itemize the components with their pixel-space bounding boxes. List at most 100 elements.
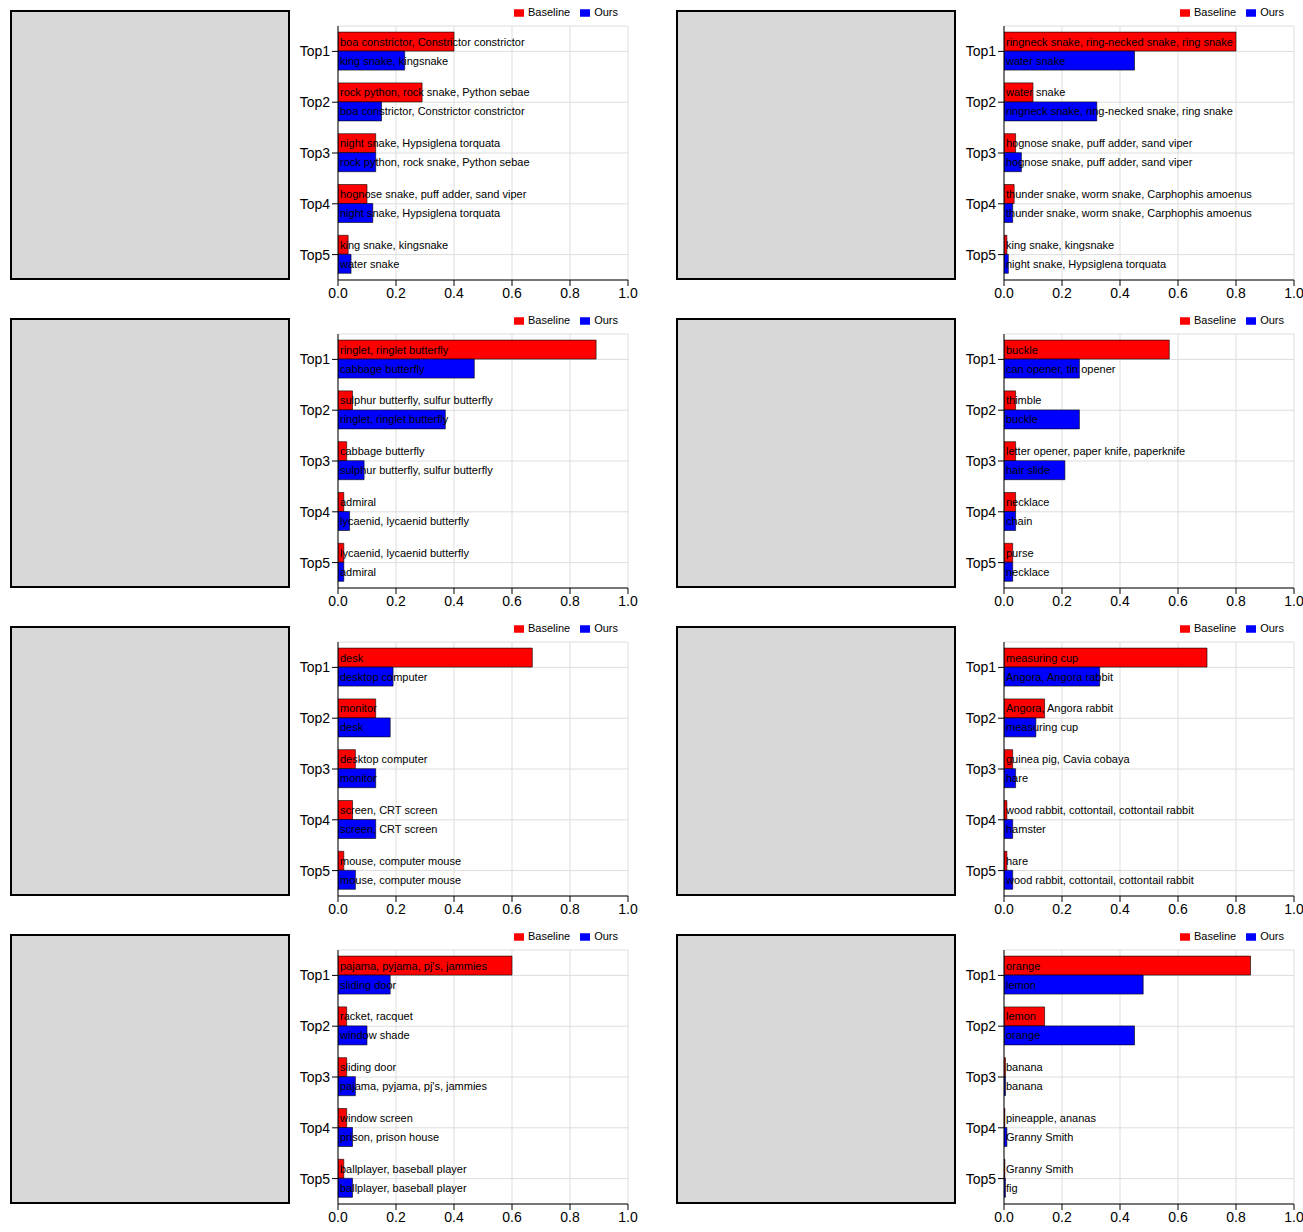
svg-text:Top1: Top1	[966, 43, 997, 59]
svg-text:0.2: 0.2	[386, 285, 406, 301]
svg-text:0.8: 0.8	[560, 1209, 580, 1225]
svg-text:buckle: buckle	[1006, 344, 1038, 356]
svg-text:Top4: Top4	[300, 812, 331, 828]
svg-text:screen, CRT screen: screen, CRT screen	[340, 804, 437, 816]
svg-text:necklace: necklace	[1006, 566, 1049, 578]
svg-text:cabbage butterfly: cabbage butterfly	[340, 445, 425, 457]
svg-text:admiral: admiral	[340, 566, 376, 578]
svg-text:Top2: Top2	[966, 402, 997, 418]
svg-text:0.2: 0.2	[1052, 1209, 1072, 1225]
svg-text:0.0: 0.0	[328, 901, 348, 917]
svg-text:king snake, kingsnake: king snake, kingsnake	[1006, 239, 1114, 251]
svg-text:Top5: Top5	[300, 1171, 331, 1187]
svg-text:ringneck snake, ring-necked sn: ringneck snake, ring-necked snake, ring …	[1006, 105, 1233, 117]
svg-text:Top3: Top3	[966, 1069, 997, 1085]
svg-text:1.0: 1.0	[1284, 1209, 1303, 1225]
svg-text:Top3: Top3	[300, 1069, 331, 1085]
svg-text:sliding door: sliding door	[340, 979, 397, 991]
svg-text:0.6: 0.6	[1168, 593, 1188, 609]
svg-text:thimble: thimble	[1006, 394, 1041, 406]
svg-text:0.8: 0.8	[1226, 285, 1246, 301]
svg-text:Top2: Top2	[966, 94, 997, 110]
svg-text:sulphur butterfly, sulfur butt: sulphur butterfly, sulfur butterfly	[340, 464, 493, 476]
svg-text:Top1: Top1	[300, 967, 331, 983]
svg-text:0.8: 0.8	[560, 901, 580, 917]
svg-text:1.0: 1.0	[1284, 901, 1303, 917]
svg-text:0.8: 0.8	[1226, 901, 1246, 917]
svg-text:ballplayer, baseball player: ballplayer, baseball player	[340, 1163, 467, 1175]
svg-text:hognose snake, puff adder, san: hognose snake, puff adder, sand viper	[1006, 137, 1193, 149]
svg-text:0.4: 0.4	[1110, 593, 1130, 609]
svg-text:Top3: Top3	[300, 145, 331, 161]
svg-text:fig: fig	[1006, 1182, 1018, 1194]
svg-text:admiral: admiral	[340, 496, 376, 508]
svg-text:Top2: Top2	[300, 402, 331, 418]
svg-text:1.0: 1.0	[618, 901, 638, 917]
svg-text:night snake, Hypsiglena torqua: night snake, Hypsiglena torquata	[340, 137, 501, 149]
svg-text:0.6: 0.6	[1168, 285, 1188, 301]
svg-text:Top4: Top4	[300, 1120, 331, 1136]
svg-text:0.8: 0.8	[1226, 593, 1246, 609]
svg-text:Top3: Top3	[966, 453, 997, 469]
svg-text:Top1: Top1	[300, 659, 331, 675]
svg-text:desk: desk	[340, 652, 364, 664]
svg-text:screen, CRT screen: screen, CRT screen	[340, 823, 437, 835]
svg-text:0.2: 0.2	[386, 593, 406, 609]
svg-text:Top1: Top1	[300, 43, 331, 59]
svg-text:0.6: 0.6	[1168, 1209, 1188, 1225]
svg-text:Top1: Top1	[966, 659, 997, 675]
svg-text:measuring cup: measuring cup	[1006, 721, 1078, 733]
svg-text:water snake: water snake	[1005, 55, 1065, 67]
svg-text:monitor: monitor	[340, 702, 377, 714]
svg-text:Top2: Top2	[300, 710, 331, 726]
svg-text:Top5: Top5	[966, 863, 997, 879]
svg-text:0.4: 0.4	[444, 901, 464, 917]
svg-text:Top1: Top1	[966, 351, 997, 367]
svg-text:Top2: Top2	[300, 94, 331, 110]
svg-text:1.0: 1.0	[618, 593, 638, 609]
svg-text:night snake, Hypsiglena torqua: night snake, Hypsiglena torquata	[1006, 258, 1167, 270]
svg-text:banana: banana	[1006, 1080, 1044, 1092]
svg-text:Top5: Top5	[966, 1171, 997, 1187]
svg-text:window screen: window screen	[339, 1112, 413, 1124]
svg-text:Top4: Top4	[966, 196, 997, 212]
svg-text:1.0: 1.0	[618, 1209, 638, 1225]
svg-text:Angora, Angora rabbit: Angora, Angora rabbit	[1006, 671, 1113, 683]
svg-text:pajama, pyjama, pj's, jammies: pajama, pyjama, pj's, jammies	[340, 1080, 487, 1092]
svg-text:orange: orange	[1006, 960, 1040, 972]
svg-text:0.0: 0.0	[994, 593, 1014, 609]
svg-text:0.0: 0.0	[328, 1209, 348, 1225]
svg-text:Top3: Top3	[300, 761, 331, 777]
svg-text:0.8: 0.8	[560, 285, 580, 301]
svg-text:hognose snake, puff adder, san: hognose snake, puff adder, sand viper	[1006, 156, 1193, 168]
svg-text:1.0: 1.0	[1284, 593, 1303, 609]
svg-text:king snake, kingsnake: king snake, kingsnake	[340, 55, 448, 67]
svg-text:boa constrictor, Constrictor c: boa constrictor, Constrictor constrictor	[340, 36, 525, 48]
svg-text:racket, racquet: racket, racquet	[340, 1010, 413, 1022]
svg-text:0.6: 0.6	[1168, 901, 1188, 917]
svg-text:1.0: 1.0	[1284, 285, 1303, 301]
svg-text:cabbage butterfly: cabbage butterfly	[340, 363, 425, 375]
svg-text:water snake: water snake	[339, 258, 399, 270]
svg-text:pineapple, ananas: pineapple, ananas	[1006, 1112, 1096, 1124]
svg-text:desktop computer: desktop computer	[340, 753, 428, 765]
svg-text:Top2: Top2	[966, 710, 997, 726]
svg-text:wood rabbit, cottontail, cotto: wood rabbit, cottontail, cottontail rabb…	[1005, 804, 1194, 816]
svg-text:0.0: 0.0	[994, 1209, 1014, 1225]
svg-text:Top1: Top1	[300, 351, 331, 367]
svg-text:purse: purse	[1006, 547, 1034, 559]
svg-text:Top5: Top5	[300, 247, 331, 263]
svg-text:hare: hare	[1006, 855, 1028, 867]
svg-text:lemon: lemon	[1006, 979, 1036, 991]
svg-text:Granny Smith: Granny Smith	[1006, 1131, 1073, 1143]
svg-text:orange: orange	[1006, 1029, 1040, 1041]
svg-text:0.0: 0.0	[994, 285, 1014, 301]
svg-text:hair slide: hair slide	[1006, 464, 1050, 476]
svg-text:Top4: Top4	[300, 196, 331, 212]
svg-text:ballplayer, baseball player: ballplayer, baseball player	[340, 1182, 467, 1194]
svg-text:rock python, rock snake, Pytho: rock python, rock snake, Python sebae	[340, 86, 530, 98]
svg-text:Top5: Top5	[300, 555, 331, 571]
svg-text:prison, prison house: prison, prison house	[340, 1131, 439, 1143]
svg-text:mouse, computer mouse: mouse, computer mouse	[340, 855, 461, 867]
svg-text:0.4: 0.4	[444, 593, 464, 609]
